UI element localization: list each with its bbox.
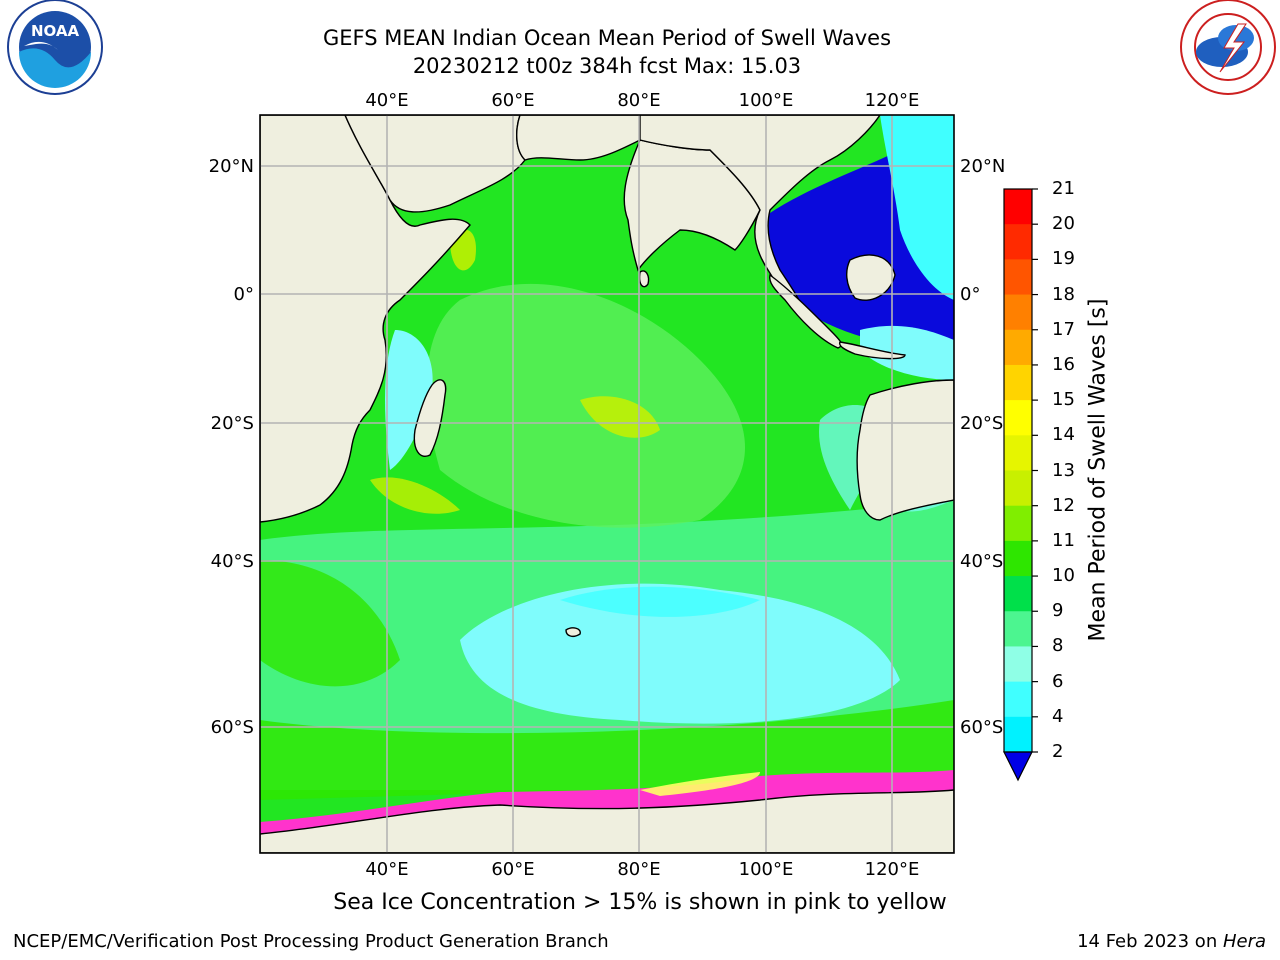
- colorbar-segment: [1004, 540, 1032, 577]
- australia-land: [856, 379, 954, 521]
- chart-subtitle: 20230212 t00z 384h fcst Max: 15.03: [412, 54, 802, 78]
- lat-label-right: 20°S: [960, 413, 1003, 434]
- lat-label-left: 20°N: [209, 156, 254, 177]
- colorbar-segment: [1004, 505, 1032, 542]
- lat-label-left: 40°S: [211, 551, 254, 572]
- colorbar-segment: [1004, 716, 1032, 753]
- footer-date: 14 Feb 2023 on Hera: [1077, 931, 1266, 952]
- colorbar-segment: [1004, 400, 1032, 436]
- colorbar-tick-label: 18: [1052, 283, 1075, 305]
- colorbar-segment: [1004, 681, 1032, 718]
- noaa-logo-icon: NOAA: [7, 0, 103, 95]
- colorbar-segment: [1004, 611, 1032, 647]
- southern-cyan-area: [460, 583, 900, 724]
- map-frame: [259, 114, 955, 854]
- madagascar-land: [413, 379, 447, 457]
- sea-ice-caption: Sea Ice Concentration > 15% is shown in …: [333, 890, 947, 915]
- lat-label-left: 60°S: [211, 717, 254, 738]
- lat-label-left: 20°S: [211, 413, 254, 434]
- colorbar-tick-label: 19: [1052, 248, 1075, 270]
- colorbar-segment: [1004, 329, 1032, 366]
- colorbar-segment: [1004, 364, 1032, 401]
- lon-label-bottom: 100°E: [739, 859, 794, 880]
- footer-machine: Hera: [1222, 931, 1266, 952]
- nws-logo-icon: [1180, 0, 1276, 95]
- lon-label-top: 60°E: [491, 90, 534, 111]
- map-field: [260, 115, 954, 853]
- noaa-logo-text: NOAA: [31, 22, 80, 40]
- mozambique-cyan: [385, 330, 433, 470]
- lon-label-bottom: 60°E: [491, 859, 534, 880]
- colorbar-tick-label: 17: [1052, 318, 1075, 340]
- pacific-cyan: [880, 115, 954, 300]
- colorbar-tick-label: 21: [1052, 178, 1075, 199]
- lon-label-bottom: 120°E: [865, 859, 920, 880]
- footer-credit: NCEP/EMC/Verification Post Processing Pr…: [13, 931, 609, 952]
- colorbar-tick-label: 12: [1052, 494, 1075, 516]
- lon-label-bottom: 80°E: [617, 859, 660, 880]
- chart-title: GEFS MEAN Indian Ocean Mean Period of Sw…: [322, 26, 892, 50]
- lon-label-bottom: 40°E: [365, 859, 408, 880]
- colorbar-segment: [1004, 470, 1032, 507]
- lat-label-right: 0°: [960, 284, 980, 305]
- antarctica-land: [260, 789, 954, 853]
- colorbar-segment: [1004, 189, 1032, 225]
- lon-label-top: 120°E: [865, 90, 920, 111]
- lat-label-left: 0°: [234, 284, 254, 305]
- lon-label-top: 80°E: [617, 90, 660, 111]
- lon-label-top: 40°E: [365, 90, 408, 111]
- colorbar-tick-label: 20: [1052, 213, 1075, 235]
- colorbar-tick-label: 4: [1052, 705, 1064, 727]
- colorbar: [1003, 188, 1038, 782]
- colorbar-segment: [1004, 259, 1032, 296]
- borneo-land: [846, 254, 896, 301]
- lat-label-right: 20°N: [960, 156, 1005, 177]
- sea-ice-band: [260, 770, 954, 834]
- colorbar-segment: [1004, 576, 1032, 612]
- lat-label-right: 40°S: [960, 551, 1003, 572]
- colorbar-title: Mean Period of Swell Waves [s]: [1085, 298, 1111, 642]
- colorbar-segment: [1004, 294, 1032, 331]
- colorbar-tick-label: 13: [1052, 459, 1075, 481]
- colorbar-tick-label: 2: [1052, 741, 1064, 762]
- footer-date-text: 14 Feb 2023 on: [1077, 931, 1223, 952]
- africa-land: [260, 115, 471, 523]
- colorbar-tick-label: 14: [1052, 424, 1075, 446]
- colorbar-tick-label: 15: [1052, 389, 1075, 411]
- colorbar-tick-label: 16: [1052, 353, 1075, 375]
- lon-label-top: 100°E: [739, 90, 794, 111]
- colorbar-tick-label: 11: [1052, 529, 1075, 551]
- colorbar-tick-label: 6: [1052, 670, 1064, 692]
- lat-label-right: 60°S: [960, 717, 1003, 738]
- colorbar-tick-label: 10: [1052, 565, 1075, 587]
- colorbar-segment: [1004, 435, 1032, 471]
- colorbar-segment: [1004, 224, 1032, 260]
- colorbar-segment: [1004, 646, 1032, 683]
- colorbar-under-arrow: [1003, 751, 1033, 782]
- colorbar-tick-label: 9: [1052, 600, 1064, 622]
- land-masses: [260, 115, 954, 853]
- graticule: [260, 115, 954, 853]
- colorbar-tick-label: 8: [1052, 635, 1064, 657]
